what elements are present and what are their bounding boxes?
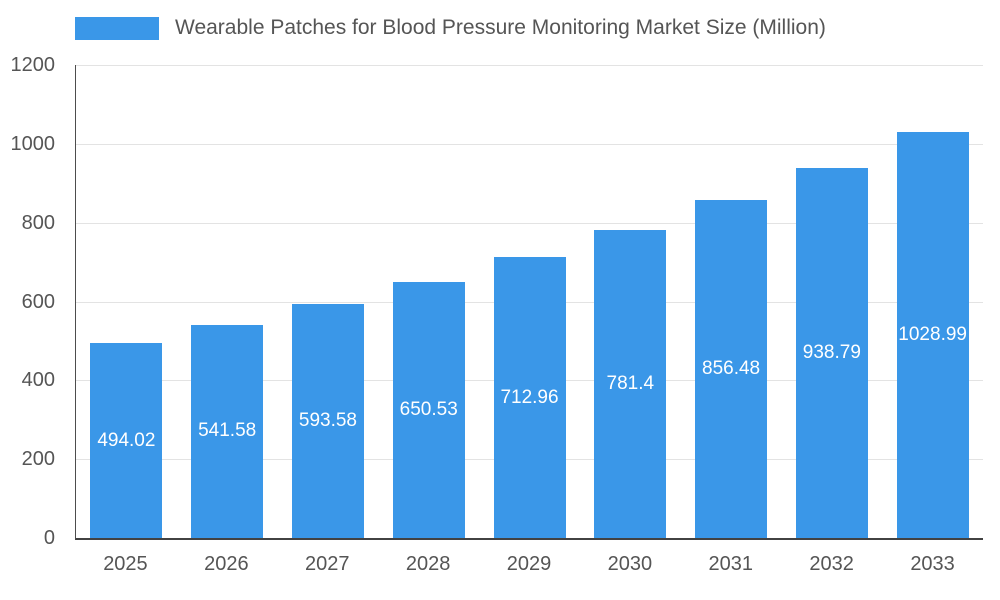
bar-slot: 494.02 bbox=[76, 65, 177, 538]
bar-2032: 938.79 bbox=[795, 167, 868, 538]
bar-2030: 781.4 bbox=[594, 230, 667, 538]
gridline bbox=[76, 65, 983, 66]
bar-value-label: 494.02 bbox=[97, 429, 156, 451]
bar-2027: 593.58 bbox=[291, 304, 364, 538]
gridline bbox=[76, 222, 983, 224]
chart-title: Wearable Patches for Blood Pressure Moni… bbox=[175, 16, 826, 39]
bar-value-label: 781.4 bbox=[606, 373, 655, 394]
bar-slot: 1028.99 bbox=[882, 65, 983, 538]
bar-slot: 781.4 bbox=[580, 65, 681, 538]
x-tick-label: 2026 bbox=[204, 553, 249, 575]
bar-2029: 712.96 bbox=[493, 256, 566, 538]
y-tick-label: 200 bbox=[21, 448, 55, 471]
bar-slot: 541.58 bbox=[177, 65, 278, 538]
x-tick-label: 2028 bbox=[405, 553, 451, 575]
y-axis-labels: 0 200 400 600 800 1000 1200 bbox=[0, 55, 65, 548]
bar-slot: 856.48 bbox=[681, 65, 782, 538]
bar-2026: 541.58 bbox=[191, 324, 264, 538]
x-tick-label: 2030 bbox=[607, 553, 653, 575]
y-tick-label: 1200 bbox=[10, 54, 56, 76]
bar-value-label: 1028.99 bbox=[898, 324, 967, 346]
bar-slot: 938.79 bbox=[781, 65, 882, 538]
y-tick-label: 0 bbox=[43, 527, 55, 549]
bar-2033: 1028.99 bbox=[896, 132, 969, 538]
bar-value-label: 856.48 bbox=[702, 358, 761, 380]
bar-value-label: 593.58 bbox=[298, 410, 358, 432]
y-tick-label: 600 bbox=[21, 290, 55, 313]
bar-2031: 856.48 bbox=[695, 200, 768, 538]
x-tick-label: 2029 bbox=[506, 553, 552, 575]
x-tick-label: 2032 bbox=[809, 553, 854, 575]
y-tick-label: 400 bbox=[21, 369, 55, 392]
x-tick-label: 2025 bbox=[103, 553, 148, 575]
bar-value-label: 650.53 bbox=[399, 398, 458, 420]
bar-value-label: 541.58 bbox=[198, 420, 257, 442]
bar-value-label: 938.79 bbox=[802, 341, 861, 363]
legend-swatch bbox=[75, 16, 159, 40]
bar-2025: 494.02 bbox=[90, 343, 163, 538]
bar-series: 494.02 541.58 593.58 650.53 712.96 781.4 856.4… bbox=[76, 65, 983, 538]
x-axis-labels: 2025 2026 2027 2028 2029 2030 2031 2032 2033 bbox=[75, 553, 983, 576]
bar-value-label: 712.96 bbox=[500, 386, 559, 408]
legend: Wearable Patches for Blood Pressure Moni… bbox=[75, 16, 826, 40]
y-tick-label: 800 bbox=[21, 211, 55, 234]
bar-slot: 650.53 bbox=[378, 65, 479, 538]
x-tick-label: 2027 bbox=[304, 553, 350, 575]
y-tick-label: 1000 bbox=[10, 132, 56, 155]
bar-slot: 593.58 bbox=[278, 65, 379, 538]
x-tick-label: 2033 bbox=[910, 553, 955, 575]
x-tick-label: 2031 bbox=[708, 553, 754, 575]
gridline bbox=[76, 143, 983, 145]
plot-area: 494.02 541.58 593.58 650.53 712.96 781.4 856.4… bbox=[75, 65, 983, 540]
bar-2028: 650.53 bbox=[392, 281, 465, 538]
bar-slot: 712.96 bbox=[479, 65, 580, 538]
